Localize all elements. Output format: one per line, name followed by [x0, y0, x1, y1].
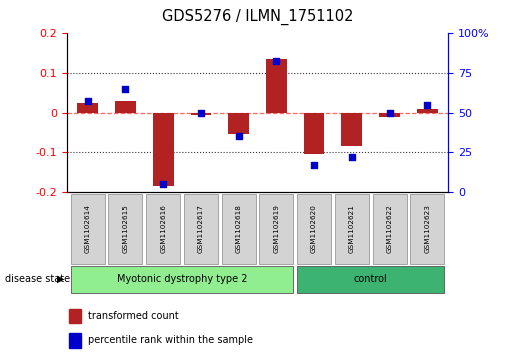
Text: GDS5276 / ILMN_1751102: GDS5276 / ILMN_1751102 [162, 9, 353, 25]
Text: GSM1102620: GSM1102620 [311, 204, 317, 253]
FancyBboxPatch shape [184, 194, 218, 264]
Text: ▶: ▶ [57, 274, 64, 284]
Text: GSM1102614: GSM1102614 [84, 204, 91, 253]
Text: GSM1102618: GSM1102618 [236, 204, 242, 253]
Point [385, 110, 393, 115]
Point [348, 154, 356, 160]
Bar [266, 58, 287, 113]
Text: disease state: disease state [5, 274, 70, 284]
Text: GSM1102621: GSM1102621 [349, 204, 355, 253]
Text: percentile rank within the sample: percentile rank within the sample [88, 335, 252, 346]
Point [272, 58, 281, 64]
Point [122, 86, 130, 91]
FancyBboxPatch shape [146, 194, 180, 264]
Bar [304, 113, 324, 155]
Bar [379, 113, 400, 117]
Bar [341, 113, 362, 147]
Text: Myotonic dystrophy type 2: Myotonic dystrophy type 2 [117, 274, 247, 284]
Point [159, 182, 167, 187]
FancyBboxPatch shape [71, 266, 294, 293]
Text: GSM1102615: GSM1102615 [123, 204, 128, 253]
Text: GSM1102616: GSM1102616 [160, 204, 166, 253]
Bar [77, 102, 98, 113]
Bar [417, 109, 438, 113]
Point [234, 134, 243, 139]
FancyBboxPatch shape [297, 266, 444, 293]
Text: GSM1102622: GSM1102622 [387, 204, 392, 253]
Bar [69, 309, 81, 323]
FancyBboxPatch shape [335, 194, 369, 264]
Point [423, 102, 432, 107]
Bar [69, 333, 81, 348]
Text: GSM1102623: GSM1102623 [424, 204, 431, 253]
Text: GSM1102617: GSM1102617 [198, 204, 204, 253]
Point [197, 110, 205, 115]
Text: transformed count: transformed count [88, 311, 178, 321]
Point [310, 162, 318, 168]
Bar [228, 113, 249, 135]
FancyBboxPatch shape [260, 194, 294, 264]
Bar [153, 113, 174, 187]
FancyBboxPatch shape [221, 194, 255, 264]
Point [83, 98, 92, 104]
FancyBboxPatch shape [109, 194, 143, 264]
Text: control: control [354, 274, 388, 284]
Bar [115, 101, 136, 113]
FancyBboxPatch shape [410, 194, 444, 264]
FancyBboxPatch shape [71, 194, 105, 264]
Text: GSM1102619: GSM1102619 [273, 204, 279, 253]
FancyBboxPatch shape [372, 194, 406, 264]
FancyBboxPatch shape [297, 194, 331, 264]
Bar [191, 113, 211, 115]
